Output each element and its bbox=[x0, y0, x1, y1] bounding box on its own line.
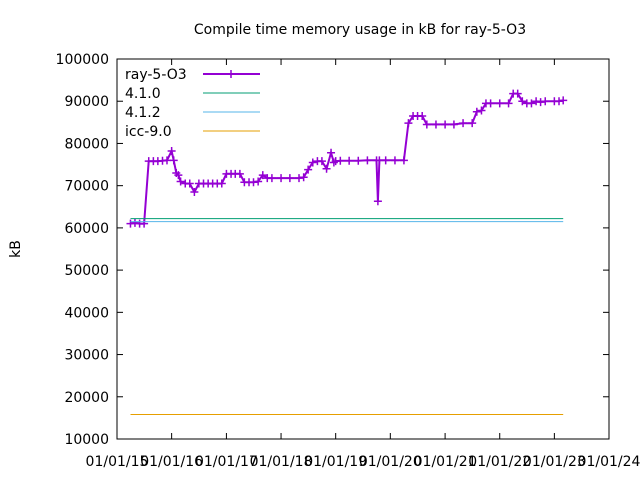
data-point bbox=[541, 97, 550, 106]
y-axis: 10000 20000 30000 40000 50000 60000 70000 80000… bbox=[56, 52, 609, 448]
data-point bbox=[329, 158, 338, 167]
data-point bbox=[140, 219, 149, 228]
data-point bbox=[217, 179, 226, 188]
data-point bbox=[363, 156, 372, 165]
data-point bbox=[518, 97, 527, 106]
x-tick-label: 01/01/20 bbox=[359, 454, 422, 470]
data-point bbox=[258, 171, 267, 180]
data-point bbox=[354, 156, 363, 165]
data-point bbox=[495, 99, 504, 108]
legend-label: icc-9.0 bbox=[125, 124, 172, 140]
y-tick-label: 20000 bbox=[64, 390, 109, 406]
series-layer bbox=[126, 89, 568, 415]
y-axis-label: kB bbox=[8, 240, 24, 258]
x-tick-label: 01/01/16 bbox=[140, 454, 203, 470]
y-tick-label: 10000 bbox=[64, 432, 109, 448]
legend-marker bbox=[227, 70, 235, 78]
data-point bbox=[317, 157, 326, 166]
data-point bbox=[126, 219, 135, 228]
data-point bbox=[345, 156, 354, 165]
data-point bbox=[449, 120, 458, 129]
data-point bbox=[190, 188, 199, 196]
x-axis: 01/01/1501/01/1601/01/1701/01/1801/01/19… bbox=[86, 59, 640, 470]
data-point bbox=[304, 165, 313, 174]
x-tick-label: 01/01/17 bbox=[195, 454, 258, 470]
data-point bbox=[468, 119, 477, 128]
data-point bbox=[504, 99, 513, 108]
x-tick-label: 01/01/22 bbox=[468, 454, 531, 470]
data-point bbox=[404, 119, 413, 128]
series-line-ray-5-o3 bbox=[130, 92, 564, 225]
data-point bbox=[422, 120, 431, 129]
data-point bbox=[285, 174, 294, 183]
data-point bbox=[254, 177, 263, 186]
data-point bbox=[162, 156, 171, 165]
plot-border bbox=[116, 58, 610, 440]
data-point bbox=[130, 218, 139, 227]
data-point bbox=[308, 158, 317, 167]
data-point bbox=[169, 156, 178, 165]
y-tick-label: 30000 bbox=[64, 348, 109, 364]
y-tick-label: 80000 bbox=[64, 136, 109, 152]
x-tick-label: 01/01/24 bbox=[578, 454, 640, 470]
data-point bbox=[176, 177, 185, 186]
data-point bbox=[373, 197, 382, 206]
x-tick-label: 01/01/18 bbox=[250, 454, 313, 470]
legend-label: 4.1.0 bbox=[125, 86, 161, 102]
data-point bbox=[249, 178, 258, 187]
data-point bbox=[486, 99, 495, 108]
legend-label: ray-5-O3 bbox=[125, 67, 187, 83]
data-point bbox=[431, 120, 440, 129]
data-point bbox=[527, 99, 536, 108]
data-point bbox=[381, 156, 390, 165]
data-point bbox=[441, 120, 450, 129]
data-point bbox=[399, 156, 408, 165]
data-point bbox=[295, 174, 304, 183]
legend: ray-5-O3 4.1.0 4.1.2 icc-9.0 bbox=[125, 67, 260, 140]
data-point bbox=[459, 119, 468, 128]
x-tick-label: 01/01/23 bbox=[523, 454, 586, 470]
x-tick-label: 01/01/21 bbox=[414, 454, 477, 470]
y-tick-label: 60000 bbox=[64, 221, 109, 237]
x-tick-label: 01/01/15 bbox=[86, 454, 149, 470]
y-tick-label: 40000 bbox=[64, 305, 109, 321]
data-point bbox=[536, 98, 545, 107]
data-point bbox=[235, 169, 244, 178]
chart-title: Compile time memory usage in kB for ray-… bbox=[194, 22, 526, 38]
y-tick-label: 100000 bbox=[56, 52, 109, 68]
y-tick-label: 50000 bbox=[64, 263, 109, 279]
data-point bbox=[185, 179, 194, 188]
legend-label: 4.1.2 bbox=[125, 105, 161, 121]
data-point bbox=[336, 156, 345, 165]
data-point bbox=[418, 112, 427, 120]
data-point bbox=[277, 174, 286, 183]
data-point bbox=[327, 148, 336, 157]
data-point bbox=[532, 97, 541, 106]
data-point bbox=[299, 173, 308, 182]
data-point bbox=[322, 164, 331, 173]
data-point bbox=[555, 97, 564, 106]
data-point bbox=[267, 174, 276, 183]
data-point bbox=[477, 106, 486, 115]
data-point bbox=[174, 171, 183, 180]
data-point bbox=[167, 147, 176, 156]
x-tick-label: 01/01/19 bbox=[304, 454, 367, 470]
data-point bbox=[559, 96, 568, 105]
y-tick-label: 90000 bbox=[64, 94, 109, 110]
y-tick-label: 70000 bbox=[64, 179, 109, 195]
data-point bbox=[390, 156, 399, 165]
data-point bbox=[472, 107, 481, 116]
data-point bbox=[513, 89, 522, 98]
